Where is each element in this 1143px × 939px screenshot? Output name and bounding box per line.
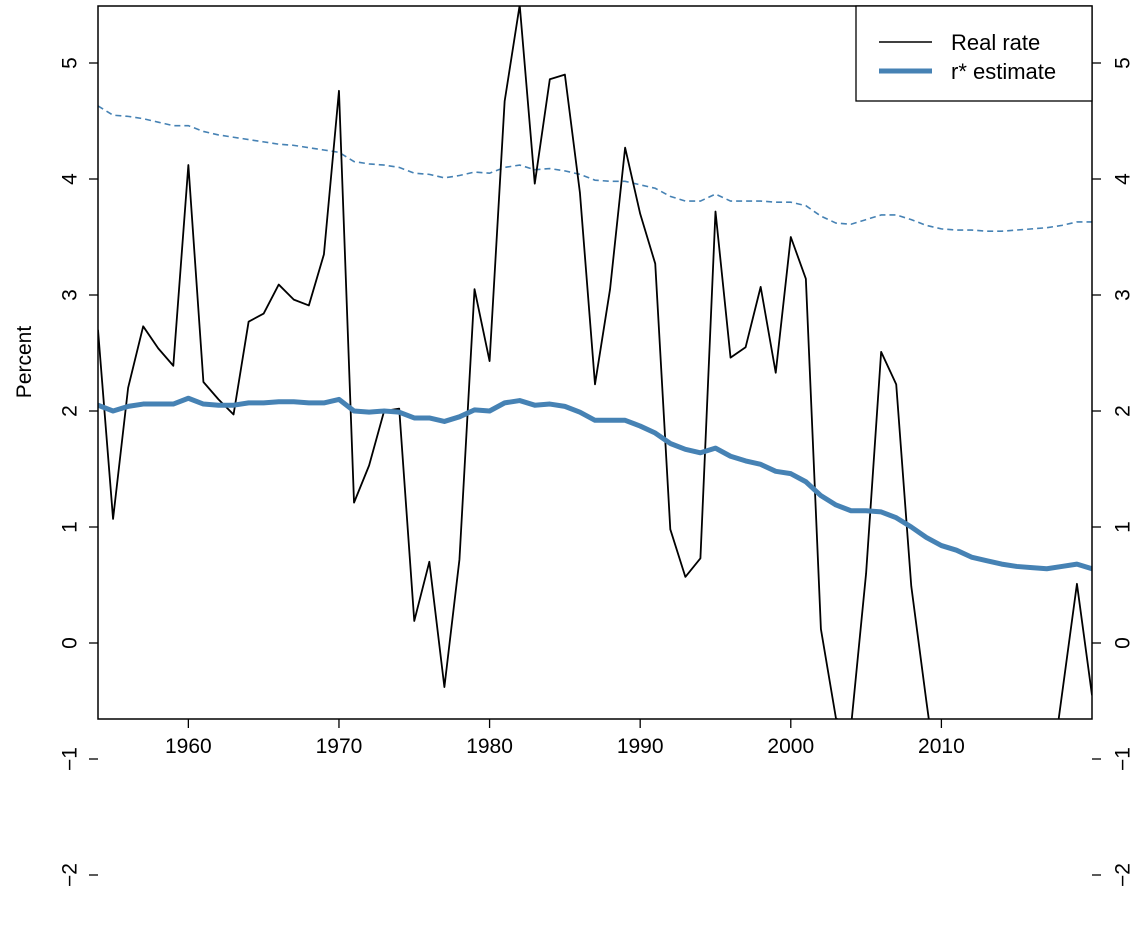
y-tick-label-right: −2 <box>1111 863 1134 887</box>
legend-label-real-rate: Real rate <box>951 30 1040 55</box>
x-tick-label: 1960 <box>165 735 212 758</box>
legend-box <box>855 5 1093 102</box>
x-tick-label: 1990 <box>617 735 664 758</box>
y-tick-label-right: 4 <box>1111 173 1134 185</box>
y-tick-label-left: −1 <box>58 747 81 771</box>
legend-label-rstar: r* estimate <box>951 59 1056 84</box>
y-tick-label-left: 3 <box>58 289 81 301</box>
series-line-real-rate <box>98 6 1092 719</box>
x-tick-label: 1970 <box>316 735 363 758</box>
y-tick-label-right: 2 <box>1111 405 1134 417</box>
y-tick-label-right: 3 <box>1111 289 1134 301</box>
y-tick-label-left: 0 <box>58 637 81 649</box>
series-line-upper-band <box>98 105 1092 232</box>
series-line-rstar-estimate <box>98 395 1092 572</box>
x-tick-label: 1980 <box>466 735 513 758</box>
y-tick-label-left: 4 <box>58 173 81 185</box>
axis-layer: 1960 1970 1980 1990 2000 2010 −2 −2 −1 −1 0 0 1 1 2 2 3 3… <box>58 57 1134 887</box>
y-tick-label-right: 5 <box>1111 57 1134 69</box>
y-tick-label-right: −1 <box>1111 747 1134 771</box>
x-tick-label: 2000 <box>767 735 814 758</box>
y-tick-label-left: 1 <box>58 521 81 533</box>
series-layer <box>98 6 1092 719</box>
y-tick-label-right: 0 <box>1111 637 1134 649</box>
y-tick-label-left: 2 <box>58 405 81 417</box>
y-tick-label-left: −2 <box>58 863 81 887</box>
plot-frame <box>97 5 1093 720</box>
x-tick-label: 2010 <box>918 735 965 758</box>
legend: Real rate r* estimate <box>855 5 1093 102</box>
y-axis-title: Percent <box>13 326 36 399</box>
y-tick-label-left: 5 <box>58 57 81 69</box>
y-tick-label-right: 1 <box>1111 521 1134 533</box>
